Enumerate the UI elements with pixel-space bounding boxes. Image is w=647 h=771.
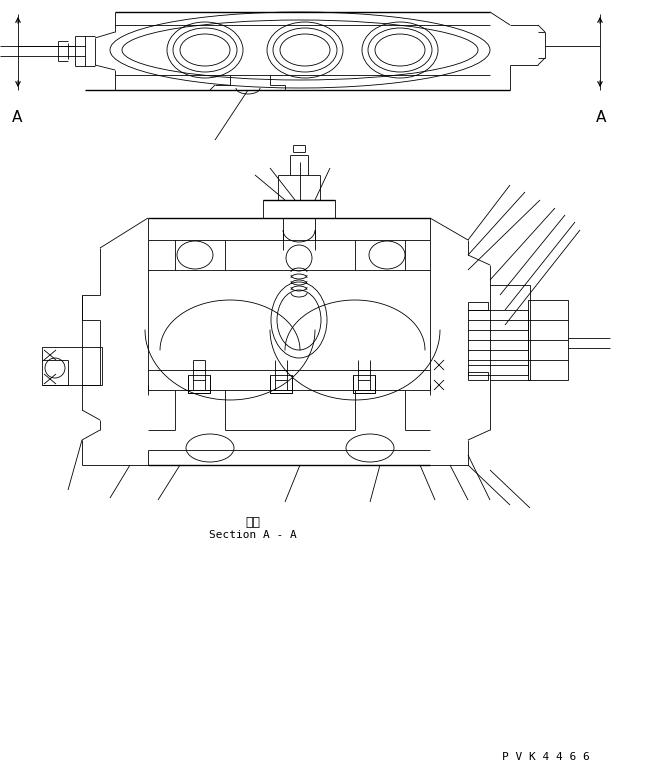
Bar bbox=[42, 347, 102, 385]
Text: Section A - A: Section A - A bbox=[209, 530, 297, 540]
Bar bbox=[188, 375, 210, 393]
Bar bbox=[528, 300, 568, 380]
Bar bbox=[353, 375, 375, 393]
Text: P V K 4 4 6 6: P V K 4 4 6 6 bbox=[502, 752, 590, 762]
Bar bbox=[468, 310, 528, 375]
Text: A: A bbox=[12, 110, 23, 125]
Bar bbox=[468, 372, 488, 380]
Bar bbox=[270, 375, 292, 393]
Text: A: A bbox=[596, 110, 606, 125]
Bar bbox=[468, 302, 488, 310]
Text: 断面: 断面 bbox=[245, 516, 261, 529]
